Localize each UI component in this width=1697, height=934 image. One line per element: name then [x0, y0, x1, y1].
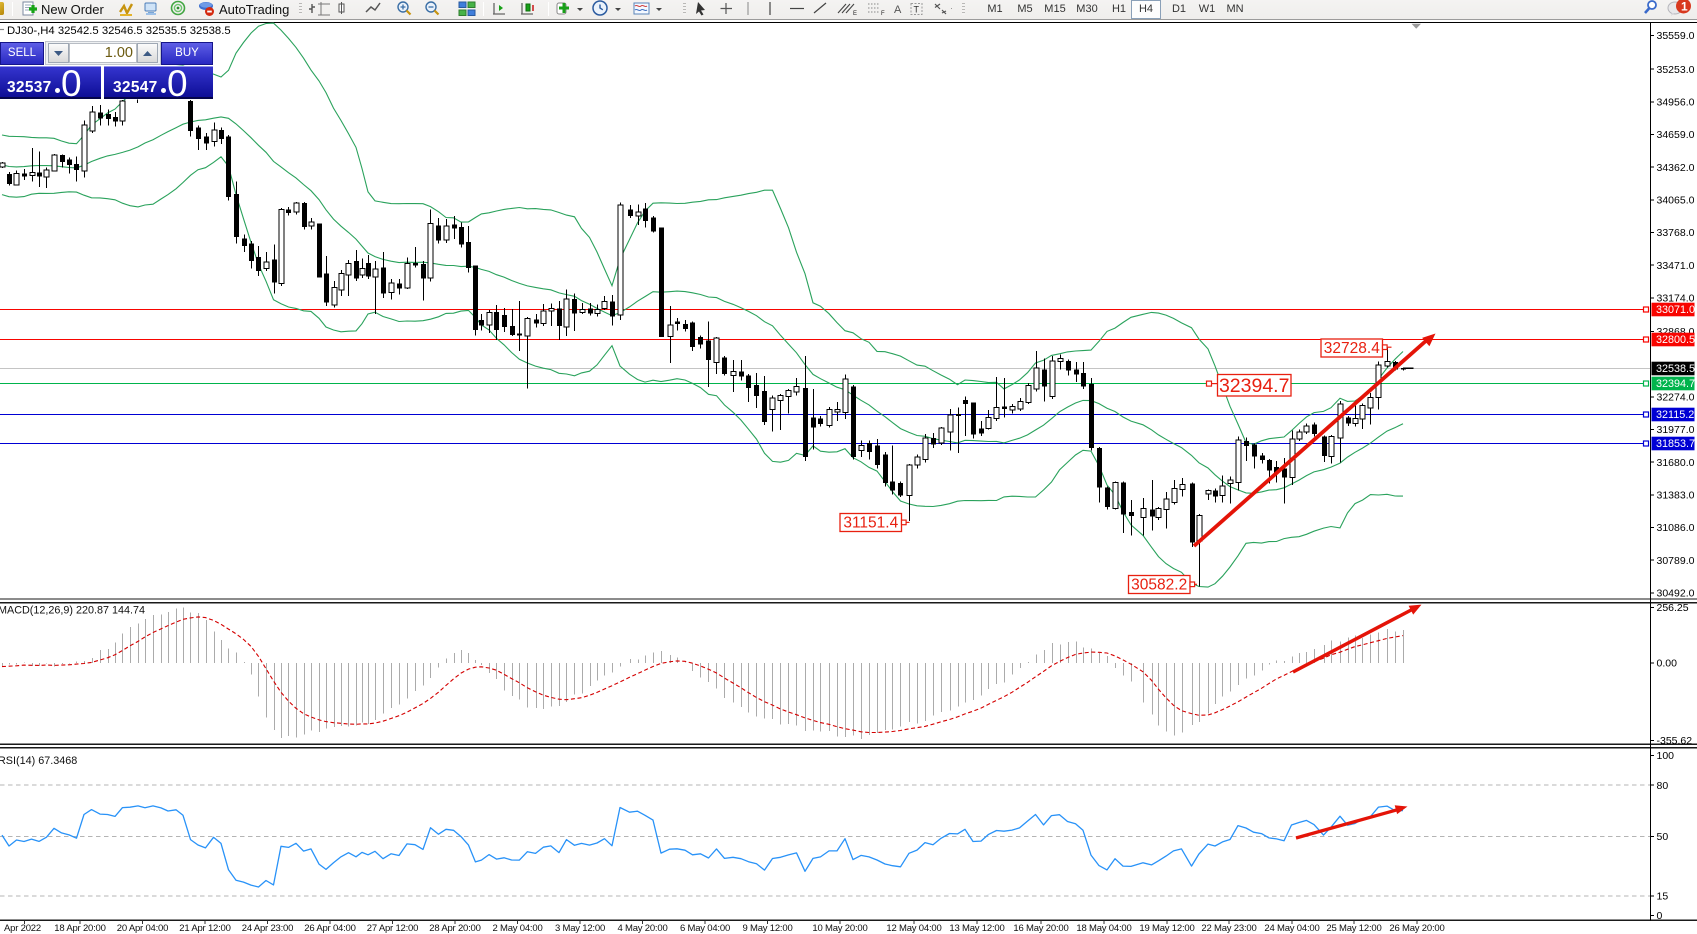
svg-text:32394.7: 32394.7: [1219, 375, 1290, 397]
svg-text:32115.2: 32115.2: [1656, 409, 1694, 421]
svg-text:34956.0: 34956.0: [1657, 96, 1695, 108]
svg-text:35559.0: 35559.0: [1657, 30, 1695, 42]
svg-text:31680.0: 31680.0: [1657, 457, 1695, 469]
svg-text:T: T: [914, 5, 920, 15]
svg-text:24 May 04:00: 24 May 04:00: [1264, 923, 1319, 934]
svg-text:18 Apr 20:00: 18 Apr 20:00: [54, 923, 105, 934]
svg-text:32274.0: 32274.0: [1657, 392, 1695, 404]
svg-text:E: E: [853, 11, 857, 17]
svg-text:32394.7: 32394.7: [1656, 378, 1695, 390]
svg-text:1: 1: [1681, 0, 1688, 14]
svg-text:30789.0: 30789.0: [1657, 555, 1695, 567]
svg-text:Apr 2022: Apr 2022: [4, 923, 41, 934]
svg-text:34362.0: 34362.0: [1657, 162, 1695, 174]
svg-text:A: A: [894, 4, 902, 16]
svg-text:24 Apr 23:00: 24 Apr 23:00: [242, 923, 293, 934]
svg-text:0: 0: [1657, 910, 1663, 922]
svg-text:33471.0: 33471.0: [1657, 260, 1695, 272]
svg-text:34659.0: 34659.0: [1657, 129, 1695, 141]
svg-text:31853.7: 31853.7: [1656, 438, 1695, 450]
svg-text:256.25: 256.25: [1657, 602, 1689, 614]
svg-text:32728.4: 32728.4: [1324, 340, 1380, 357]
svg-text:31977.0: 31977.0: [1657, 424, 1695, 436]
svg-text:DJ30-,H4 32542.5 32546.5 3253: DJ30-,H4 32542.5 32546.5 32535.5 32538.5: [7, 25, 231, 37]
svg-text:27 Apr 12:00: 27 Apr 12:00: [367, 923, 418, 934]
svg-text:28 Apr 20:00: 28 Apr 20:00: [429, 923, 480, 934]
svg-text:50: 50: [1657, 831, 1669, 843]
svg-text:18 May 04:00: 18 May 04:00: [1076, 923, 1131, 934]
svg-text:19 May 12:00: 19 May 12:00: [1139, 923, 1194, 934]
svg-text:3 May 12:00: 3 May 12:00: [555, 923, 605, 934]
svg-text:30492.0: 30492.0: [1657, 588, 1695, 600]
svg-text:33768.0: 33768.0: [1657, 227, 1695, 239]
svg-text:31383.0: 31383.0: [1657, 490, 1695, 502]
svg-text:6 May 04:00: 6 May 04:00: [680, 923, 730, 934]
svg-text:31086.0: 31086.0: [1657, 522, 1695, 534]
svg-text:33174.0: 33174.0: [1657, 293, 1695, 305]
svg-text:F: F: [881, 11, 885, 17]
svg-text:33071.0: 33071.0: [1656, 304, 1695, 316]
svg-text:32800.5: 32800.5: [1656, 334, 1695, 346]
svg-text:34065.0: 34065.0: [1657, 194, 1695, 206]
svg-text:12 May 04:00: 12 May 04:00: [886, 923, 941, 934]
svg-text:15: 15: [1657, 891, 1669, 903]
svg-text:2 May 04:00: 2 May 04:00: [492, 923, 542, 934]
svg-text:30582.2: 30582.2: [1131, 576, 1187, 593]
svg-text:26 Apr 04:00: 26 Apr 04:00: [304, 923, 355, 934]
svg-text:26 May 20:00: 26 May 20:00: [1389, 923, 1444, 934]
svg-text:22 May 23:00: 22 May 23:00: [1201, 923, 1256, 934]
svg-text:-355.62: -355.62: [1657, 735, 1693, 747]
svg-text:4 May 20:00: 4 May 20:00: [617, 923, 667, 934]
svg-text:RSI(14) 67.3468: RSI(14) 67.3468: [0, 755, 77, 767]
svg-text:MACD(12,26,9) 220.87 144.74: MACD(12,26,9) 220.87 144.74: [0, 605, 145, 617]
svg-text:31151.4: 31151.4: [843, 514, 898, 531]
svg-text:80: 80: [1657, 780, 1669, 792]
svg-text:10 May 20:00: 10 May 20:00: [812, 923, 867, 934]
svg-text:100: 100: [1657, 750, 1675, 762]
svg-text:32538.5: 32538.5: [1656, 363, 1695, 375]
svg-text:21 Apr 12:00: 21 Apr 12:00: [179, 923, 230, 934]
svg-text:20 Apr 04:00: 20 Apr 04:00: [117, 923, 168, 934]
svg-text:35253.0: 35253.0: [1657, 64, 1695, 76]
svg-text:25 May 12:00: 25 May 12:00: [1326, 923, 1381, 934]
svg-text:16 May 20:00: 16 May 20:00: [1013, 923, 1068, 934]
svg-text:13 May 12:00: 13 May 12:00: [949, 923, 1004, 934]
svg-text:0.00: 0.00: [1657, 658, 1678, 670]
svg-text:9 May 12:00: 9 May 12:00: [742, 923, 792, 934]
